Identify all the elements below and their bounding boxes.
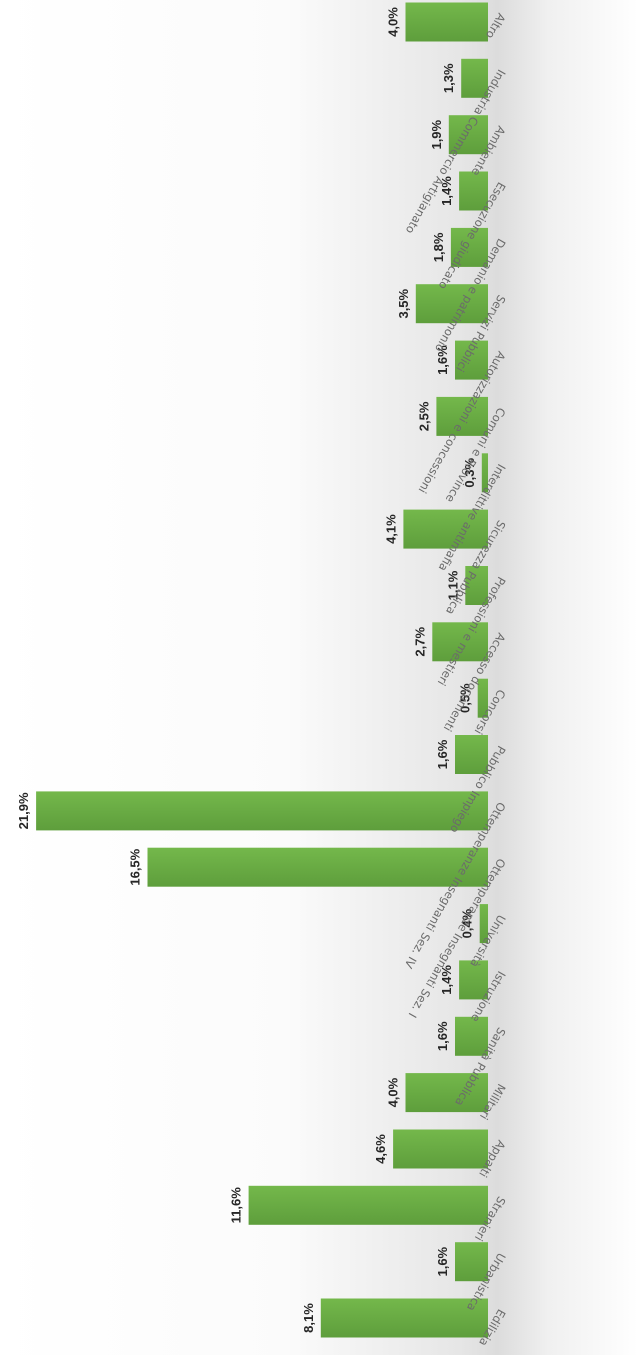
bar <box>147 847 488 887</box>
bar <box>459 960 488 1000</box>
bar <box>320 1298 488 1338</box>
data-label: 4,1% <box>383 514 398 544</box>
data-label: 1,9% <box>429 119 444 149</box>
data-label: 1,4% <box>439 176 454 206</box>
data-label: 4,0% <box>386 7 401 37</box>
bar <box>432 622 488 662</box>
data-label: 0,4% <box>460 908 475 938</box>
data-label: 4,6% <box>373 1134 388 1164</box>
data-label: 21,9% <box>16 792 31 829</box>
bars-layer <box>36 2 488 1338</box>
data-label: 8,1% <box>301 1303 316 1333</box>
data-label: 16,5% <box>128 848 143 885</box>
bar <box>450 227 488 267</box>
bar <box>459 171 488 211</box>
bar <box>455 340 488 380</box>
bar <box>461 58 488 98</box>
data-label: 1,3% <box>441 63 456 93</box>
bar <box>477 678 488 718</box>
bar <box>455 1242 488 1282</box>
bar <box>465 566 488 605</box>
bar <box>393 1129 488 1169</box>
bar <box>405 2 488 42</box>
data-label: 1,6% <box>435 1021 450 1051</box>
data-label: 11,6% <box>229 1187 244 1224</box>
data-label: 2,7% <box>412 627 427 657</box>
bar <box>436 396 488 436</box>
value-labels-layer: 4,0% 1,3% 1,9% 1,4% 1,8% 3,5% 1,6% 2,5% 0,3% 4,1%… <box>16 7 477 1333</box>
data-label: 1,6% <box>435 345 450 375</box>
data-label: 3,5% <box>396 288 411 318</box>
data-label: 0,3% <box>462 458 477 488</box>
bar <box>403 509 488 549</box>
bar <box>248 1185 488 1225</box>
bar <box>36 791 488 831</box>
bar <box>405 1073 488 1113</box>
bar <box>415 284 488 324</box>
data-label: 1,1% <box>445 570 460 600</box>
bar <box>455 735 488 774</box>
bar <box>455 1016 488 1056</box>
bar <box>479 904 488 944</box>
data-label: 4,0% <box>386 1077 401 1107</box>
bar <box>481 453 488 493</box>
data-label: 2,5% <box>416 401 431 431</box>
data-label: 0,5% <box>458 683 473 713</box>
bar <box>448 115 488 155</box>
data-label: 1,8% <box>431 232 446 262</box>
data-label: 1,6% <box>435 739 450 769</box>
data-label: 1,6% <box>435 1246 450 1276</box>
data-label: 1,4% <box>439 965 454 995</box>
